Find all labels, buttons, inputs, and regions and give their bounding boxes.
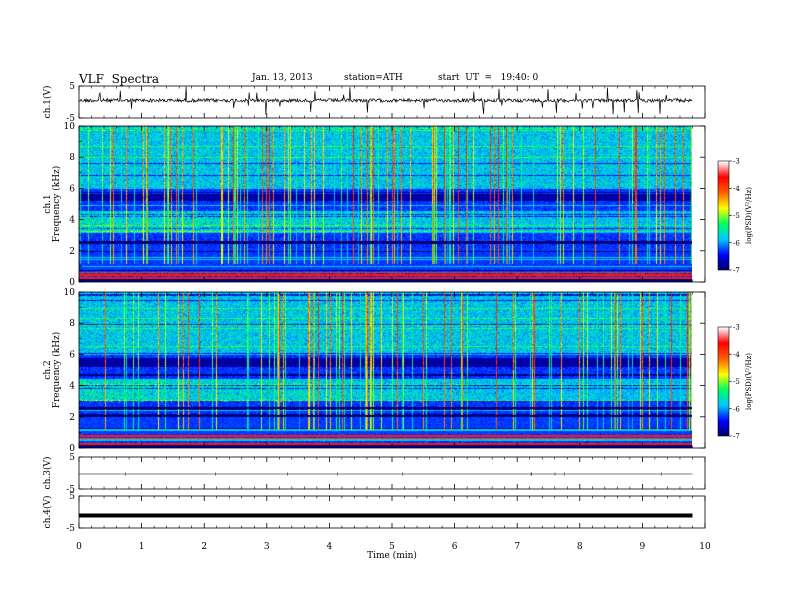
waveform-y-axis-label-1: ch.1(V) bbox=[42, 86, 53, 119]
spec-y-tick-label-1-3: 6 bbox=[69, 184, 75, 194]
colorbar-tick-label-2-3: -6 bbox=[733, 405, 740, 413]
spec-y-tick-label-1-0: 0 bbox=[69, 278, 75, 288]
waveform-trace-1 bbox=[78, 86, 693, 115]
colorbar-tick-label-1-2: -5 bbox=[733, 212, 740, 220]
x-tick-label-1: 1 bbox=[139, 542, 145, 552]
start-time-label: start UT = 19:40: 0 bbox=[438, 73, 539, 83]
waveform-y-tick-label-4-0: 5 bbox=[69, 492, 75, 502]
spec-y-tick-label-2-3: 6 bbox=[69, 350, 75, 360]
colorbar-2 bbox=[718, 327, 729, 436]
spec-y-tick-label-2-2: 4 bbox=[69, 382, 75, 392]
colorbar-tick-label-1-0: -3 bbox=[733, 158, 740, 166]
x-axis-label: Time (min) bbox=[367, 550, 417, 561]
x-tick-label-10: 10 bbox=[699, 542, 711, 552]
colorbar-label-1: log(PSD)(V²/Hz) bbox=[745, 187, 753, 244]
waveform-y-tick-label-1-1: -5 bbox=[66, 114, 75, 124]
spectrogram-image-2 bbox=[79, 292, 692, 448]
spec-channel-label-2: ch.2 bbox=[43, 360, 53, 379]
waveform-y-axis-label-3: ch.3(V) bbox=[42, 457, 53, 490]
spec-y-tick-label-1-5: 10 bbox=[64, 122, 76, 132]
colorbar-tick-label-1-1: -4 bbox=[733, 185, 740, 193]
waveform-y-tick-label-3-1: -5 bbox=[66, 485, 75, 495]
x-tick-label-8: 8 bbox=[577, 542, 583, 552]
waveform-y-tick-label-3-0: 5 bbox=[69, 453, 75, 463]
colorbar-tick-label-2-1: -4 bbox=[733, 351, 740, 359]
colorbar-tick-label-2-4: -7 bbox=[733, 433, 740, 441]
spec-y-axis-label-2: Frequency (kHz) bbox=[51, 332, 62, 409]
x-tick-label-2: 2 bbox=[201, 542, 207, 552]
spec-y-tick-label-1-4: 8 bbox=[69, 153, 75, 163]
waveform-y-tick-label-4-1: -5 bbox=[66, 524, 75, 534]
x-tick-label-0: 0 bbox=[76, 542, 82, 552]
station-label: station=ATH bbox=[344, 73, 403, 83]
spec-y-tick-label-2-1: 2 bbox=[69, 413, 75, 423]
figure-title: VLF Spectra bbox=[79, 72, 160, 86]
x-tick-label-9: 9 bbox=[640, 542, 646, 552]
waveform-y-tick-label-1-0: 5 bbox=[69, 82, 75, 92]
x-tick-label-7: 7 bbox=[514, 542, 520, 552]
colorbar-1 bbox=[718, 161, 729, 270]
spectrogram-image-1 bbox=[79, 126, 692, 282]
x-tick-label-4: 4 bbox=[327, 542, 333, 552]
waveform-trace-4 bbox=[79, 513, 693, 518]
x-tick-label-5: 5 bbox=[389, 542, 395, 552]
colorbar-label-2: log(PSD)(V²/Hz) bbox=[745, 353, 753, 410]
x-tick-label-6: 6 bbox=[452, 542, 458, 552]
spec-y-tick-label-2-5: 10 bbox=[64, 288, 76, 298]
date-label: Jan. 13, 2013 bbox=[252, 73, 313, 83]
spec-y-tick-label-2-0: 0 bbox=[69, 444, 75, 454]
x-tick-label-3: 3 bbox=[264, 542, 270, 552]
spec-y-tick-label-1-2: 4 bbox=[69, 216, 75, 226]
colorbar-tick-label-1-4: -7 bbox=[733, 267, 740, 275]
colorbar-tick-label-1-3: -6 bbox=[733, 239, 740, 247]
colorbar-tick-label-2-2: -5 bbox=[733, 378, 740, 386]
waveform-y-axis-label-4: ch.4(V) bbox=[42, 496, 53, 529]
spec-y-tick-label-2-4: 8 bbox=[69, 319, 75, 329]
spec-y-axis-label-1: Frequency (kHz) bbox=[51, 166, 62, 243]
spec-channel-label-1: ch.1 bbox=[43, 194, 53, 213]
colorbar-tick-label-2-0: -3 bbox=[733, 324, 740, 332]
spec-y-tick-label-1-1: 2 bbox=[69, 247, 75, 257]
